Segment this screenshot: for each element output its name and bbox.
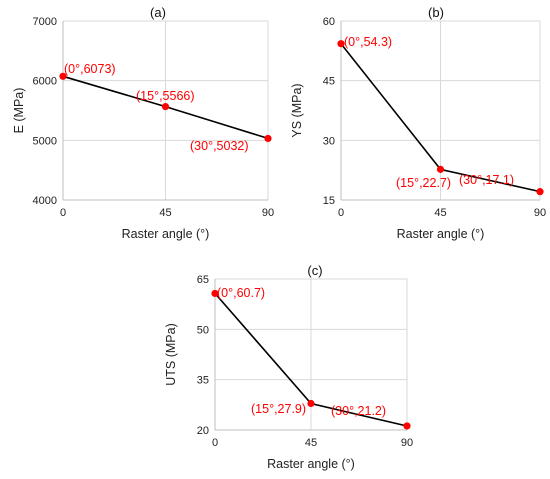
data-point (307, 399, 315, 408)
data-point (59, 72, 67, 80)
data-label: (30°,21.2) (331, 404, 386, 418)
data-label: (15°,22.7) (396, 176, 451, 190)
panel-title: (c) (307, 263, 322, 278)
y-tick-label: 20 (197, 425, 209, 437)
y-tick-label: 35 (197, 375, 209, 387)
y-tick-label: 60 (323, 16, 335, 28)
data-label: (15°,27.9) (251, 402, 306, 416)
x-tick-label: 0 (338, 207, 344, 219)
data-point (536, 188, 544, 196)
x-axis-title: Raster angle (°) (122, 227, 210, 241)
y-axis-title: E (MPa) (12, 88, 26, 134)
data-label: (30°,17.1) (459, 173, 514, 187)
y-tick-label: 7000 (33, 16, 57, 28)
x-tick-label: 0 (212, 437, 218, 449)
chart-panel-a: 4000 5000 6000 7000 0 45 90 (a) Raster angle (°)… (12, 5, 274, 241)
data-label: (0°,6073) (64, 62, 116, 76)
x-tick-label: 45 (434, 207, 446, 219)
y-tick-label: 45 (323, 76, 335, 88)
x-tick-label: 45 (305, 437, 317, 449)
y-tick-label: 5000 (33, 135, 57, 147)
x-axis-title: Raster angle (°) (397, 227, 485, 241)
x-tick-label: 90 (262, 207, 274, 219)
x-tick-label: 90 (534, 207, 546, 219)
x-axis-title: Raster angle (°) (267, 457, 355, 471)
data-point (161, 102, 170, 111)
y-tick-label: 15 (323, 195, 335, 207)
y-tick-label: 4000 (33, 195, 57, 207)
data-point (403, 422, 411, 430)
data-point (264, 134, 272, 143)
data-point (211, 289, 219, 298)
y-axis-title: YS (MPa) (290, 83, 304, 137)
y-tick-label: 65 (197, 274, 209, 286)
chart-panel-c: 20 35 50 65 0 45 90 (c) Raster angle (°) UTS (MPa… (164, 263, 413, 471)
y-tick-label: 30 (323, 135, 335, 147)
chart-panel-b: 15 30 45 60 0 45 90 (b) Raster angle (°) YS (MPa)… (290, 5, 546, 241)
y-tick-label: 50 (197, 324, 209, 336)
panel-title: (a) (150, 5, 166, 20)
panel-title: (b) (428, 5, 444, 20)
x-tick-label: 90 (401, 437, 413, 449)
data-point (337, 40, 345, 48)
y-tick-label: 6000 (33, 76, 57, 88)
data-label: (15°,5566) (136, 89, 195, 103)
data-point (436, 165, 445, 173)
x-tick-label: 45 (159, 207, 171, 219)
y-axis-title: UTS (MPa) (164, 323, 178, 386)
data-label: (30°,5032) (190, 139, 249, 153)
data-label: (0°,60.7) (217, 286, 265, 300)
data-label: (0°,54.3) (344, 35, 392, 49)
x-tick-label: 0 (60, 207, 66, 219)
